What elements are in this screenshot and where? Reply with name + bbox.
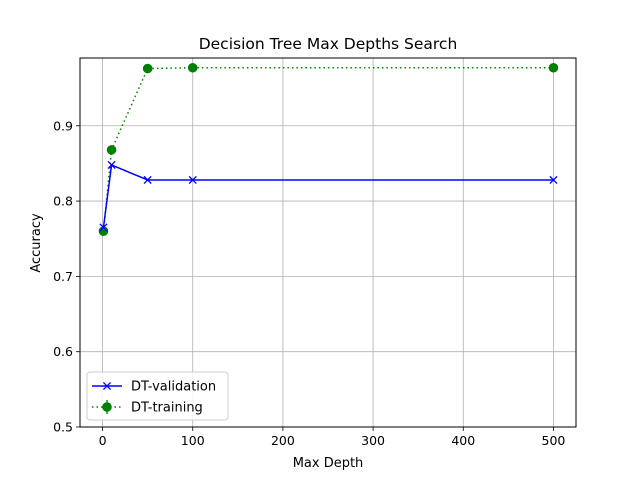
x-tick-label: 200 (271, 433, 295, 448)
marker-stroke (188, 175, 197, 185)
x-tick-label: 500 (542, 433, 566, 448)
series-layer (98, 62, 559, 237)
data-point-DT-training (548, 62, 559, 73)
data-point-DT-validation (549, 175, 558, 185)
y-tick-label: 0.9 (53, 118, 73, 133)
series-line-DT-validation (102, 163, 554, 228)
data-point-DT-training (187, 62, 198, 73)
x-tick-label: 400 (451, 433, 475, 448)
data-point-DT-training (106, 145, 117, 155)
legend-marker-DT-training (102, 402, 112, 412)
data-point-DT-training (142, 63, 153, 74)
data-point-DT-validation (188, 175, 197, 185)
x-axis-label: Max Depth (293, 456, 364, 471)
y-axis-label: Accuracy (29, 213, 44, 273)
marker-stroke (143, 175, 152, 185)
legend-box (86, 371, 229, 421)
data-point-DT-validation (143, 175, 152, 185)
y-tick-label: 0.6 (53, 344, 73, 359)
x-tick-label: 100 (181, 433, 205, 448)
x-tick-label: 0 (99, 433, 107, 448)
legend-marker-DT-validation (102, 381, 112, 391)
legend-label: DT-validation (131, 380, 216, 395)
data-point-DT-validation (107, 160, 116, 169)
y-tick-label: 0.5 (53, 420, 73, 435)
chart-title: Decision Tree Max Depths Search (199, 35, 458, 53)
marker-stroke (107, 160, 116, 169)
data-point-DT-validation (99, 223, 108, 232)
plot-area-frame (79, 57, 577, 428)
ticks: 0 100 200 300 400 500 0.5 0.6 0.7 0.8 0.9 (53, 118, 565, 448)
x-tick-label: 300 (361, 433, 385, 448)
series-line-DT-training (102, 67, 554, 232)
marker-stroke (102, 381, 112, 391)
legend-label: DT-training (131, 401, 203, 416)
y-tick-label: 0.8 (53, 194, 73, 209)
marker-stroke (99, 223, 108, 232)
marker-stroke (549, 175, 558, 185)
y-tick-label: 0.7 (53, 269, 73, 284)
legend: DT-validation DT-training (86, 371, 229, 421)
